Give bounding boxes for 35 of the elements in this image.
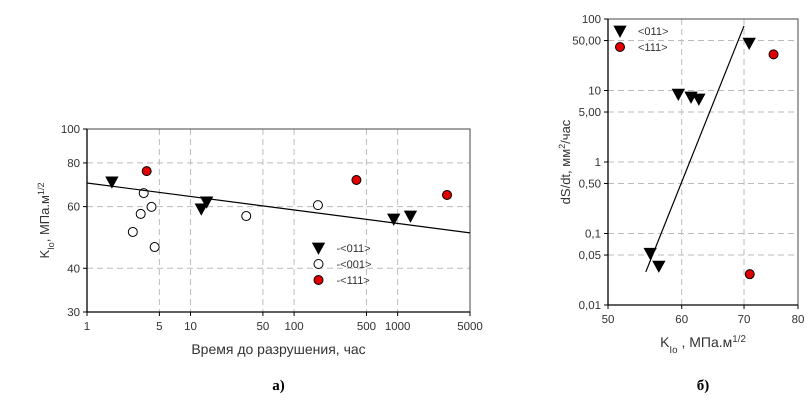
y-tick-label: 0,50 (578, 178, 601, 191)
y-tick-label: 0,1 (585, 228, 601, 240)
y-tick-label: 100 (582, 14, 601, 26)
x-tick-label: 5000 (457, 321, 483, 333)
x-tick-label: 80 (792, 314, 804, 326)
x-tick-label: 5 (156, 321, 163, 333)
legend-label: -<011> (336, 243, 371, 255)
x-tick-label: 1 (84, 321, 90, 333)
y-tick-label: 50,00 (572, 36, 601, 48)
x-tick-label: 10 (184, 321, 197, 333)
y-tick-label: 60 (67, 202, 80, 214)
legend-label: <011> (638, 26, 668, 38)
x-tick-label: 60 (675, 314, 688, 326)
y-tick-label: 30 (67, 307, 80, 319)
legend-label: -<111> (336, 275, 370, 287)
x-axis-title: Время до разрушения, час (191, 341, 366, 357)
y-tick-label: 10 (588, 86, 601, 98)
text: а) (272, 378, 285, 394)
y-tick-label: 1 (594, 157, 601, 169)
x-tick-label: 500 (356, 321, 376, 333)
legend-label: -<001> (336, 259, 372, 271)
text: б) (696, 378, 710, 394)
y-tick-label: 0,05 (578, 250, 601, 262)
x-axis-title: K$_{Io}$ , МПа.м$^{1/2}$ (660, 334, 746, 356)
x-tick-label: 70 (738, 314, 750, 326)
y-tick-label: 0,01 (578, 300, 601, 312)
y-tick-label: 40 (67, 263, 80, 276)
x-tick-label: 50 (602, 314, 614, 326)
x-tick-label: 100 (284, 321, 304, 333)
y-tick-label: 100 (60, 124, 80, 136)
y-tick-label: 5,00 (578, 107, 601, 120)
legend-label: <111> (638, 42, 668, 54)
x-tick-label: 50 (256, 321, 270, 333)
x-tick-label: 1000 (384, 321, 410, 333)
y-tick-label: 80 (67, 158, 80, 170)
